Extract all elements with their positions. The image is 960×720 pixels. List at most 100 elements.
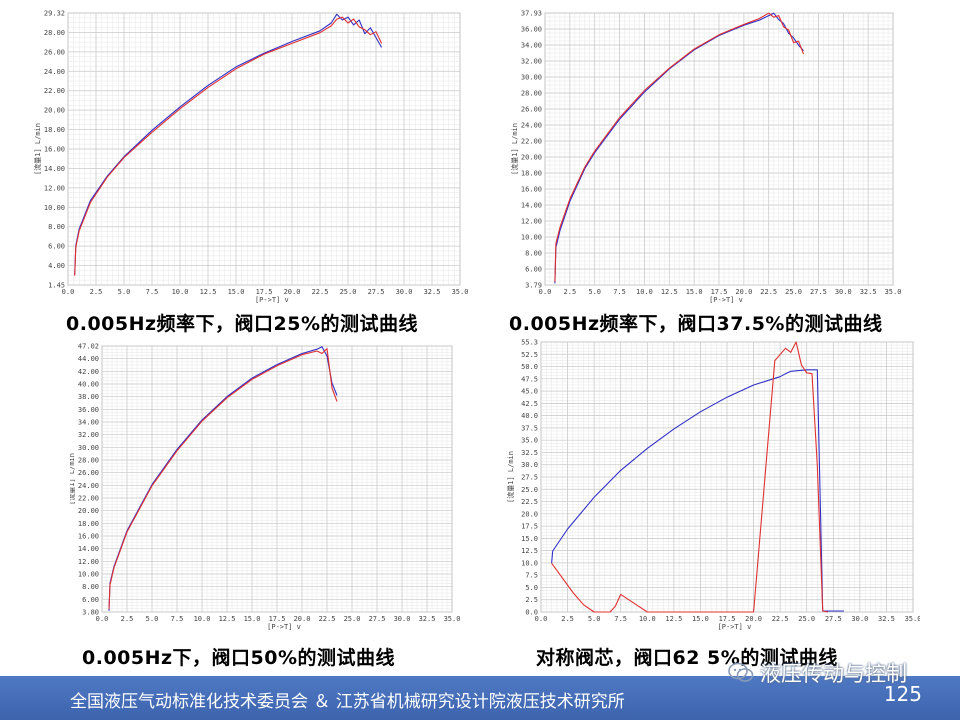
watermark: 液压传动与控制 (728, 658, 938, 688)
y-axis-label: [流量1] L/min (506, 451, 515, 503)
x-tick-label: 20.0 (294, 615, 311, 623)
y-tick-label: 28.00 (44, 29, 65, 37)
y-tick-label: 27.5 (521, 474, 538, 482)
y-tick-label: 10.00 (44, 204, 65, 212)
series-line-2 (554, 12, 805, 282)
footer-bar: 全国液压气动标准化技术委员会 ＆ 江苏省机械研究设计院液压技术研究所 125 (0, 676, 960, 720)
watermark-text: 液压传动与控制 (760, 662, 907, 686)
y-tick-label: 30.00 (78, 444, 99, 452)
chart-panel-4: 0.0 2.5 5.0 7.5 10.0 12.5 15.0 17.5 20.0 22.5 25.0… (493, 338, 920, 638)
y-tick-label: 28.00 (521, 90, 542, 98)
x-tick-label: 5.0 (118, 288, 131, 296)
y-tick-label: 24.00 (521, 122, 542, 130)
y-tick-label: 14.00 (44, 165, 65, 173)
footer-text: 全国液压气动标准化技术委员会 ＆ 江苏省机械研究设计院液压技术研究所 (70, 692, 625, 712)
x-tick-label: 32.5 (878, 615, 895, 623)
y-tick-label: 24.00 (44, 68, 65, 76)
x-tick-label: 2.5 (561, 615, 574, 623)
y-tick-label: 37.93 (521, 10, 542, 18)
x-tick-label: 25.0 (340, 288, 357, 296)
series-line-2 (74, 16, 383, 276)
series-line-2 (108, 348, 338, 609)
wechat-icon (728, 662, 754, 684)
y-tick-label: 52.5 (521, 351, 538, 359)
y-tick-label: 18.00 (44, 126, 65, 134)
x-axis-label: [P->T] v (718, 623, 752, 631)
y-tick-label: 17.5 (521, 523, 538, 531)
y-tick-label: 50.0 (521, 363, 538, 371)
x-tick-label: 32.5 (419, 615, 436, 623)
x-tick-label: 12.5 (665, 615, 682, 623)
y-tick-label: 26.00 (44, 48, 65, 56)
y-tick-label: 34.00 (521, 42, 542, 50)
y-tick-label: 10.0 (521, 559, 538, 567)
caption-chart-2: 0.005Hz频率下，阀口37.5%的测试曲线 (509, 313, 883, 335)
x-tick-label: 35.0 (905, 615, 920, 623)
y-tick-label: 22.00 (521, 138, 542, 146)
x-tick-label: 10.0 (636, 288, 653, 296)
x-tick-label: 5.0 (588, 615, 601, 623)
x-tick-label: 25.0 (344, 615, 361, 623)
y-tick-label: 30.0 (521, 461, 538, 469)
y-tick-label: 18.00 (521, 170, 542, 178)
y-tick-label: 24.00 (78, 482, 99, 490)
y-tick-label: 10.00 (521, 234, 542, 242)
x-tick-label: 2.5 (121, 615, 134, 623)
x-tick-label: 17.5 (719, 615, 736, 623)
x-tick-label: 22.5 (312, 288, 329, 296)
chart-1-svg: 0.0 2.5 5.0 7.5 10.0 12.5 15.0 17.5 20.0 22.5 25.0… (33, 10, 469, 305)
y-tick-label: 25.0 (521, 486, 538, 494)
y-tick-label: 6.00 (525, 266, 542, 274)
y-tick-label: 47.5 (521, 375, 538, 383)
x-tick-label: 0.0 (62, 288, 75, 296)
x-tick-label: 15.0 (692, 615, 709, 623)
y-tick-label: 32.5 (521, 449, 538, 457)
x-tick-label: 10.0 (639, 615, 656, 623)
x-tick-label: 7.5 (614, 615, 627, 623)
y-tick-label: 55.3 (521, 339, 538, 347)
x-tick-label: 10.0 (194, 615, 211, 623)
chart-4-svg: 0.0 2.5 5.0 7.5 10.0 12.5 15.0 17.5 20.0 22.5 25.0… (506, 339, 920, 632)
y-tick-label: 20.00 (78, 507, 99, 515)
y-tick-label: 32.00 (521, 58, 542, 66)
y-tick-label: 42.5 (521, 400, 538, 408)
x-tick-label: 0.0 (535, 615, 548, 623)
x-tick-label: 20.0 (745, 615, 762, 623)
y-tick-label: 1.45 (48, 282, 65, 290)
x-tick-label: 7.5 (146, 288, 159, 296)
y-axis-label: [流量1] L/min (33, 123, 42, 175)
series-line-1 (74, 13, 383, 275)
x-tick-label: 22.5 (319, 615, 336, 623)
y-tick-label: 36.00 (78, 406, 99, 414)
y-tick-label: 22.00 (44, 87, 65, 95)
y-tick-label: 12.5 (521, 547, 538, 555)
x-tick-label: 25.0 (785, 288, 802, 296)
x-tick-label: 17.5 (269, 615, 286, 623)
chart-panel-2: 0.0 2.5 5.0 7.5 10.0 12.5 15.0 17.5 20.0 22.5 25.0… (495, 5, 910, 305)
y-tick-label: 20.00 (44, 107, 65, 115)
caption-chart-4: 对称阀芯，阀口62 5%的测试曲线 (536, 647, 838, 669)
y-tick-label: 47.02 (78, 343, 99, 351)
x-tick-label: 30.0 (394, 615, 411, 623)
y-tick-label: 40.0 (521, 412, 538, 420)
x-tick-label: 35.0 (452, 288, 469, 296)
x-tick-label: 15.0 (686, 288, 703, 296)
y-tick-label: 8.00 (525, 250, 542, 258)
x-tick-label: 0.0 (539, 288, 552, 296)
y-tick-label: 16.00 (44, 146, 65, 154)
y-tick-label: 20.00 (521, 154, 542, 162)
y-tick-label: 4.00 (48, 262, 65, 270)
x-tick-label: 7.5 (613, 288, 626, 296)
y-tick-label: 15.0 (521, 535, 538, 543)
x-tick-label: 25.0 (798, 615, 815, 623)
y-tick-label: 0.0 (525, 609, 538, 617)
x-axis-label: [P->T] v (709, 296, 743, 304)
x-tick-label: 20.0 (284, 288, 301, 296)
y-tick-label: 38.00 (78, 393, 99, 401)
x-tick-label: 30.0 (835, 288, 852, 296)
x-axis-label: [P->T] v (267, 623, 301, 631)
y-tick-label: 36.00 (521, 26, 542, 34)
y-axis-label: [流量1] L/min (510, 123, 519, 175)
y-tick-label: 8.00 (82, 583, 99, 591)
series-line-1 (554, 12, 804, 284)
